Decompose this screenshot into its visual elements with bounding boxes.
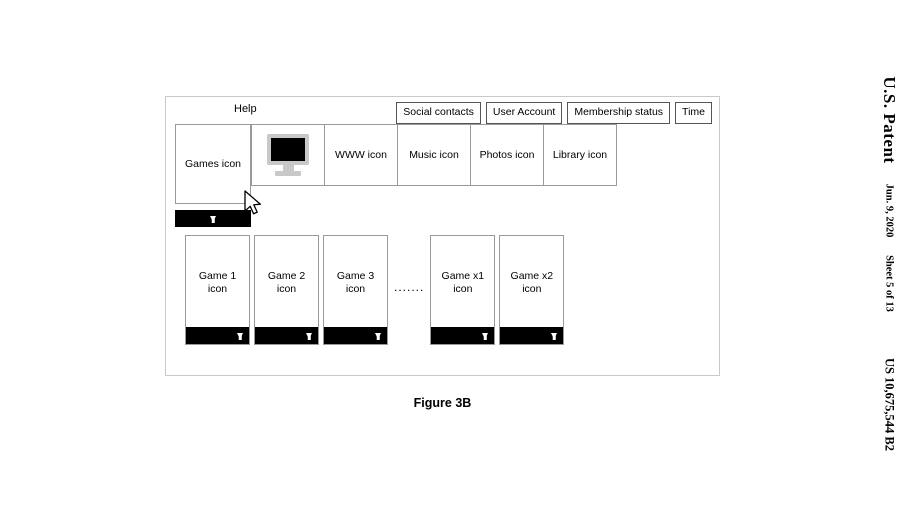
category-tile-label: Games icon bbox=[185, 158, 241, 170]
game-tile-scrollbar[interactable] bbox=[431, 327, 494, 344]
category-tile-photos[interactable]: Photos icon bbox=[470, 124, 544, 186]
toolbar-button-group: Social contacts User Account Membership … bbox=[396, 102, 712, 124]
category-tile-music[interactable]: Music icon bbox=[397, 124, 471, 186]
top-toolbar: Help Social contacts User Account Member… bbox=[166, 97, 719, 125]
arrow-stem bbox=[239, 335, 242, 340]
game-tile-label-line1: Game 1 bbox=[199, 270, 236, 283]
down-arrow-icon bbox=[306, 333, 312, 339]
game-tile-scrollbar[interactable] bbox=[255, 327, 318, 344]
game-tile-label: Game 3 icon bbox=[337, 270, 374, 296]
game-tile-label-line2: icon bbox=[199, 283, 236, 296]
down-arrow-icon bbox=[210, 216, 216, 222]
arrow-stem bbox=[484, 335, 487, 340]
category-tile-library[interactable]: Library icon bbox=[543, 124, 617, 186]
game-tile-label-line1: Game 3 bbox=[337, 270, 374, 283]
game-tile-label-line1: Game 2 bbox=[268, 270, 305, 283]
membership-status-button[interactable]: Membership status bbox=[567, 102, 670, 124]
game-tile-label-line1: Game x2 bbox=[511, 270, 554, 283]
user-account-button[interactable]: User Account bbox=[486, 102, 562, 124]
game-tile-x1[interactable]: Game x1 icon bbox=[430, 235, 495, 345]
game-tile-label-line2: icon bbox=[511, 283, 554, 296]
game-tile-label: Game x2 icon bbox=[511, 270, 554, 296]
patent-sheet-number: Sheet 5 of 13 bbox=[829, 278, 924, 289]
game-tile-label: Game 1 icon bbox=[199, 270, 236, 296]
game-tile-label: Game x1 icon bbox=[442, 270, 485, 296]
category-tile-label: Music icon bbox=[409, 149, 459, 161]
down-arrow-icon bbox=[237, 333, 243, 339]
down-arrow-icon bbox=[551, 333, 557, 339]
game-tile-scrollbar[interactable] bbox=[186, 327, 249, 344]
game-tile-1[interactable]: Game 1 icon bbox=[185, 235, 250, 345]
monitor-base bbox=[275, 171, 301, 176]
game-tile-label: Game 2 icon bbox=[268, 270, 305, 296]
game-tile-scrollbar[interactable] bbox=[500, 327, 563, 344]
game-tile-label-line2: icon bbox=[337, 283, 374, 296]
time-button[interactable]: Time bbox=[675, 102, 712, 124]
category-tile-monitor[interactable] bbox=[251, 124, 325, 186]
monitor-screen bbox=[271, 138, 305, 161]
figure-caption: Figure 3B bbox=[165, 396, 720, 410]
patent-title: U.S. Patent bbox=[829, 110, 924, 130]
arrow-stem bbox=[212, 218, 215, 223]
monitor-bezel bbox=[267, 134, 309, 165]
category-tile-www[interactable]: WWW icon bbox=[324, 124, 398, 186]
category-tile-games-group: Games icon bbox=[175, 124, 251, 227]
game-tile-x2[interactable]: Game x2 icon bbox=[499, 235, 564, 345]
computer-monitor-icon bbox=[267, 134, 309, 176]
social-contacts-button[interactable]: Social contacts bbox=[396, 102, 481, 124]
down-arrow-icon bbox=[482, 333, 488, 339]
arrow-stem bbox=[553, 335, 556, 340]
category-tile-label: Photos icon bbox=[480, 149, 535, 161]
arrow-stem bbox=[308, 335, 311, 340]
game-tile-row: Game 1 icon Game 2 icon Game 3 bbox=[185, 235, 568, 345]
patent-publication-number: US 10,675,544 B2 bbox=[819, 397, 924, 412]
game-tile-label-line2: icon bbox=[442, 283, 485, 296]
patent-margin-block: U.S. Patent Jun. 9, 2020 Sheet 5 of 13 U… bbox=[854, 0, 924, 520]
category-tile-label: Library icon bbox=[553, 149, 607, 161]
category-tile-label: WWW icon bbox=[335, 149, 387, 161]
help-label[interactable]: Help bbox=[234, 103, 257, 115]
patent-date: Jun. 9, 2020 bbox=[829, 205, 924, 216]
games-scrollbar[interactable] bbox=[175, 210, 251, 227]
arrow-stem bbox=[377, 335, 380, 340]
game-tile-3[interactable]: Game 3 icon bbox=[323, 235, 388, 345]
game-tile-label-line1: Game x1 bbox=[442, 270, 485, 283]
game-tile-2[interactable]: Game 2 icon bbox=[254, 235, 319, 345]
application-window: Help Social contacts User Account Member… bbox=[165, 96, 720, 376]
game-tile-scrollbar[interactable] bbox=[324, 327, 387, 344]
game-row-ellipsis: ....... bbox=[394, 280, 424, 300]
category-tile-games[interactable]: Games icon bbox=[175, 124, 251, 204]
down-arrow-icon bbox=[375, 333, 381, 339]
game-tile-label-line2: icon bbox=[268, 283, 305, 296]
category-icon-row: WWW icon Music icon Photos icon Library … bbox=[251, 124, 617, 186]
